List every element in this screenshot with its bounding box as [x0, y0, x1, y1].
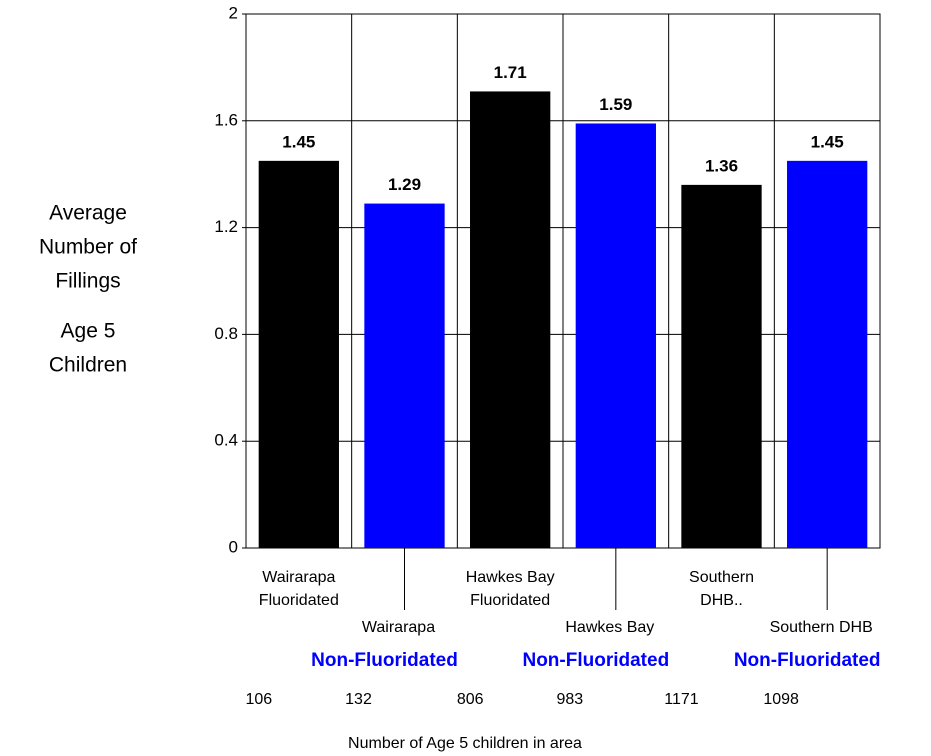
y-tick-label: 1.2 [214, 217, 238, 236]
bar [258, 160, 339, 548]
y-axis-label: Fillings [55, 270, 120, 293]
x-tick-label: Wairarapa [262, 569, 335, 586]
count-label: 1171 [664, 691, 699, 708]
bar [364, 203, 445, 548]
x-tick-label: Non-Fluoridated [522, 650, 669, 671]
y-tick-label: 0.4 [214, 431, 238, 450]
x-tick-label: Southern DHB [770, 619, 873, 636]
y-tick-label: 1.6 [214, 110, 238, 129]
x-tick-label: Non-Fluoridated [734, 650, 881, 671]
x-axis-label: Number of Age 5 children in area [348, 735, 582, 752]
y-axis-label: Number of [39, 236, 137, 259]
value-label: 1.59 [599, 95, 632, 114]
count-label: 132 [345, 691, 372, 708]
value-label: 1.45 [811, 132, 844, 151]
x-tick-label: DHB.. [700, 592, 743, 609]
count-label: 1098 [763, 691, 799, 708]
y-tick-label: 2 [229, 3, 238, 22]
count-label: 806 [457, 691, 484, 708]
count-label: 106 [245, 691, 272, 708]
value-label: 1.71 [494, 63, 527, 82]
bar [470, 91, 551, 549]
y-axis-label: Average [49, 202, 127, 225]
value-label: 1.36 [705, 156, 738, 175]
x-tick-label: Fluoridated [259, 592, 339, 609]
x-tick-label: Southern [689, 569, 754, 586]
x-tick-label: Hawkes Bay [466, 569, 555, 586]
bar [575, 123, 656, 548]
y-axis-label: Children [49, 354, 127, 377]
bar [787, 160, 868, 548]
x-tick-label: Hawkes Bay [565, 619, 654, 636]
bar [681, 184, 762, 548]
value-label: 1.29 [388, 175, 421, 194]
count-label: 983 [556, 691, 583, 708]
y-tick-label: 0.8 [214, 324, 238, 343]
x-tick-label: Non-Fluoridated [311, 650, 458, 671]
x-tick-label: Fluoridated [470, 592, 550, 609]
x-tick-label: Wairarapa [362, 619, 435, 636]
value-label: 1.45 [282, 132, 315, 151]
y-tick-label: 0 [229, 537, 238, 556]
y-axis-label: Age 5 [61, 320, 116, 343]
